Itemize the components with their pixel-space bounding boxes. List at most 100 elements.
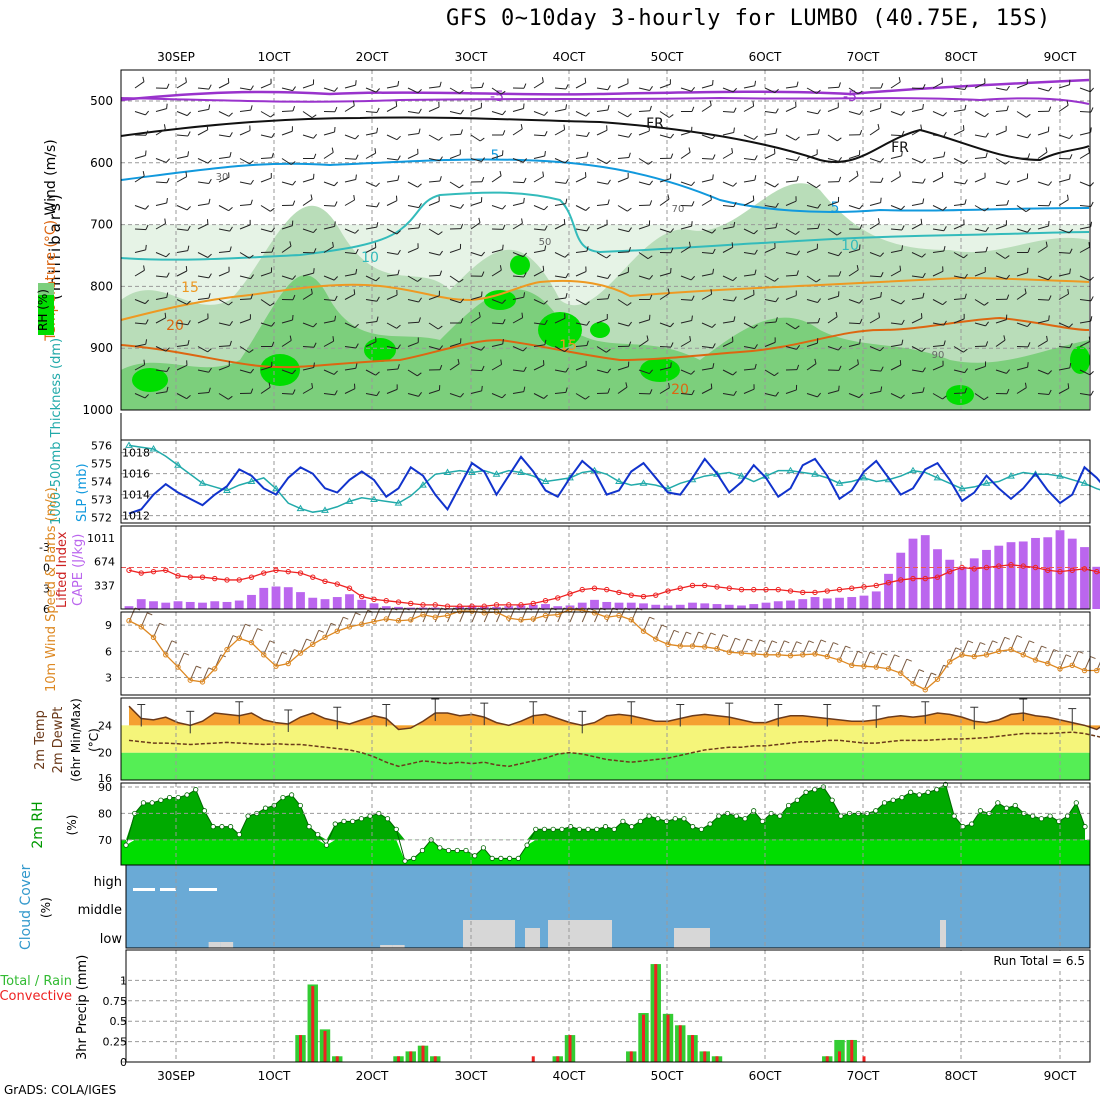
upper-barb-shaft xyxy=(1037,319,1049,324)
isotherm-label-1: -5 xyxy=(843,89,857,105)
upper-barb-flag xyxy=(963,348,968,353)
wind-speed-point-42 xyxy=(640,628,647,634)
upper-barb-shaft xyxy=(176,299,188,305)
upper-barb-shaft xyxy=(1016,322,1028,328)
isotherm-10 xyxy=(120,191,1090,261)
wind-barb-flag-73 xyxy=(1029,640,1035,644)
wind-speed-point-71 xyxy=(996,648,1002,655)
cloud-low-bar-21 xyxy=(380,945,393,948)
upper-barb-flag xyxy=(1047,275,1053,281)
rh-shade-90-7 xyxy=(1070,346,1090,374)
wind-barb-flag-54 xyxy=(796,641,802,645)
upper-barb-flag xyxy=(670,153,674,159)
upper-barb-shaft xyxy=(134,228,147,231)
wind-barb-flag-58 xyxy=(845,645,851,649)
upper-barb-flag xyxy=(499,170,502,176)
upper-barb-shaft xyxy=(302,387,313,394)
upper-barb-flag xyxy=(816,184,821,189)
upper-barb-flag xyxy=(165,158,171,163)
upper-barb-flag xyxy=(187,131,191,137)
upper-barb-shaft xyxy=(974,251,987,253)
upper-barb-flag xyxy=(857,90,863,95)
upper-barb-flag xyxy=(502,319,506,324)
upper-barb-shaft xyxy=(428,228,439,236)
upper-barb-shaft xyxy=(533,205,545,211)
precip-conv-bar-14 xyxy=(299,1035,302,1062)
upper-barb-flag xyxy=(753,135,758,140)
upper-barb-shaft xyxy=(743,105,754,112)
upper-barb-flag xyxy=(1068,228,1074,234)
upper-barb-shaft xyxy=(386,294,398,300)
upper-barb-flag xyxy=(691,86,696,92)
cape-bar-69 xyxy=(969,558,979,609)
thickness-point-58 xyxy=(835,479,844,486)
wind-speed-point-23 xyxy=(408,617,414,623)
upper-barb-flag xyxy=(753,324,758,329)
upper-barb-shaft xyxy=(575,299,586,306)
upper-barb-flag xyxy=(292,294,296,300)
rh-point-55 xyxy=(602,824,609,830)
upper-barb-shaft xyxy=(260,299,271,307)
x-tick-top-1OCT: 1OCT xyxy=(258,50,291,64)
cape-bar-45 xyxy=(675,604,685,609)
upper-barb-shaft xyxy=(974,365,986,371)
upper-barb-flag xyxy=(1068,323,1073,328)
wind-speed-point-58 xyxy=(836,657,843,663)
upper-barb-flag xyxy=(355,268,358,274)
upper-barb-shaft xyxy=(785,85,797,89)
rh-point-49 xyxy=(550,826,556,832)
lifted-index-point-21 xyxy=(383,598,389,604)
upper-barb-flag xyxy=(607,293,610,299)
upper-barb-shaft xyxy=(575,393,586,400)
x-tick-bottom-5OCT: 5OCT xyxy=(651,1069,684,1083)
upper-barb-shaft xyxy=(806,393,818,398)
upper-barb-shaft xyxy=(428,106,440,112)
lifted-index-point-7 xyxy=(212,575,218,582)
upper-barb-flag xyxy=(795,230,800,235)
upper-barb-shaft xyxy=(218,250,230,253)
cape-bar-70 xyxy=(982,549,991,609)
wind-barb-flag-50 xyxy=(747,638,753,642)
upper-barb-flag xyxy=(564,159,569,164)
upper-barb-shaft xyxy=(1079,299,1091,302)
upper-barb-shaft xyxy=(680,275,692,281)
wind-barb-flag-65 xyxy=(931,672,937,676)
rh-point-58 xyxy=(629,824,635,830)
cape-bar-47 xyxy=(700,603,710,609)
upper-barb-shaft xyxy=(890,322,902,325)
upper-barb-shaft xyxy=(764,205,776,208)
upper-barb-flag xyxy=(166,83,170,89)
upper-barb-flag xyxy=(712,268,715,274)
upper-barb-shaft xyxy=(218,134,230,138)
cape-bar-60 xyxy=(859,595,869,609)
cape-bar-65 xyxy=(920,535,930,609)
upper-barb-shaft xyxy=(218,393,229,400)
upper-barb-shaft xyxy=(764,132,776,136)
upper-barb-flag xyxy=(375,371,380,376)
lifted-index-point-36 xyxy=(567,591,573,597)
upper-barb-shaft xyxy=(281,110,294,112)
upper-barb-shaft xyxy=(806,248,818,253)
cloud-low-bar-7 xyxy=(208,942,221,948)
upper-barb-flag xyxy=(268,382,271,388)
upper-barb-flag xyxy=(1089,182,1094,187)
isotherm-minus5-a xyxy=(120,78,1090,102)
x-tick-bottom-2OCT: 2OCT xyxy=(356,1069,389,1083)
upper-barb-shaft xyxy=(323,225,335,230)
upper-barb-shaft xyxy=(386,85,398,89)
upper-barb-shaft xyxy=(617,228,629,233)
thickness-point-40 xyxy=(615,477,623,484)
upper-barb-shaft xyxy=(554,275,566,279)
cape-bar-31 xyxy=(504,606,514,609)
slp-thickness-frame xyxy=(120,439,1091,524)
upper-barb-flag xyxy=(731,147,734,154)
wind-speed-point-22 xyxy=(395,618,402,624)
rh-point-70 xyxy=(733,813,739,819)
upper-barb-flag xyxy=(228,395,233,400)
x-tick-top-3OCT: 3OCT xyxy=(455,50,488,64)
wind-speed-point-67 xyxy=(947,659,953,665)
li-tick--3: -3 xyxy=(39,541,50,554)
cape-bar-3 xyxy=(161,602,171,609)
upper-barb-flag xyxy=(859,129,863,135)
lifted-index-point-4 xyxy=(175,573,181,579)
